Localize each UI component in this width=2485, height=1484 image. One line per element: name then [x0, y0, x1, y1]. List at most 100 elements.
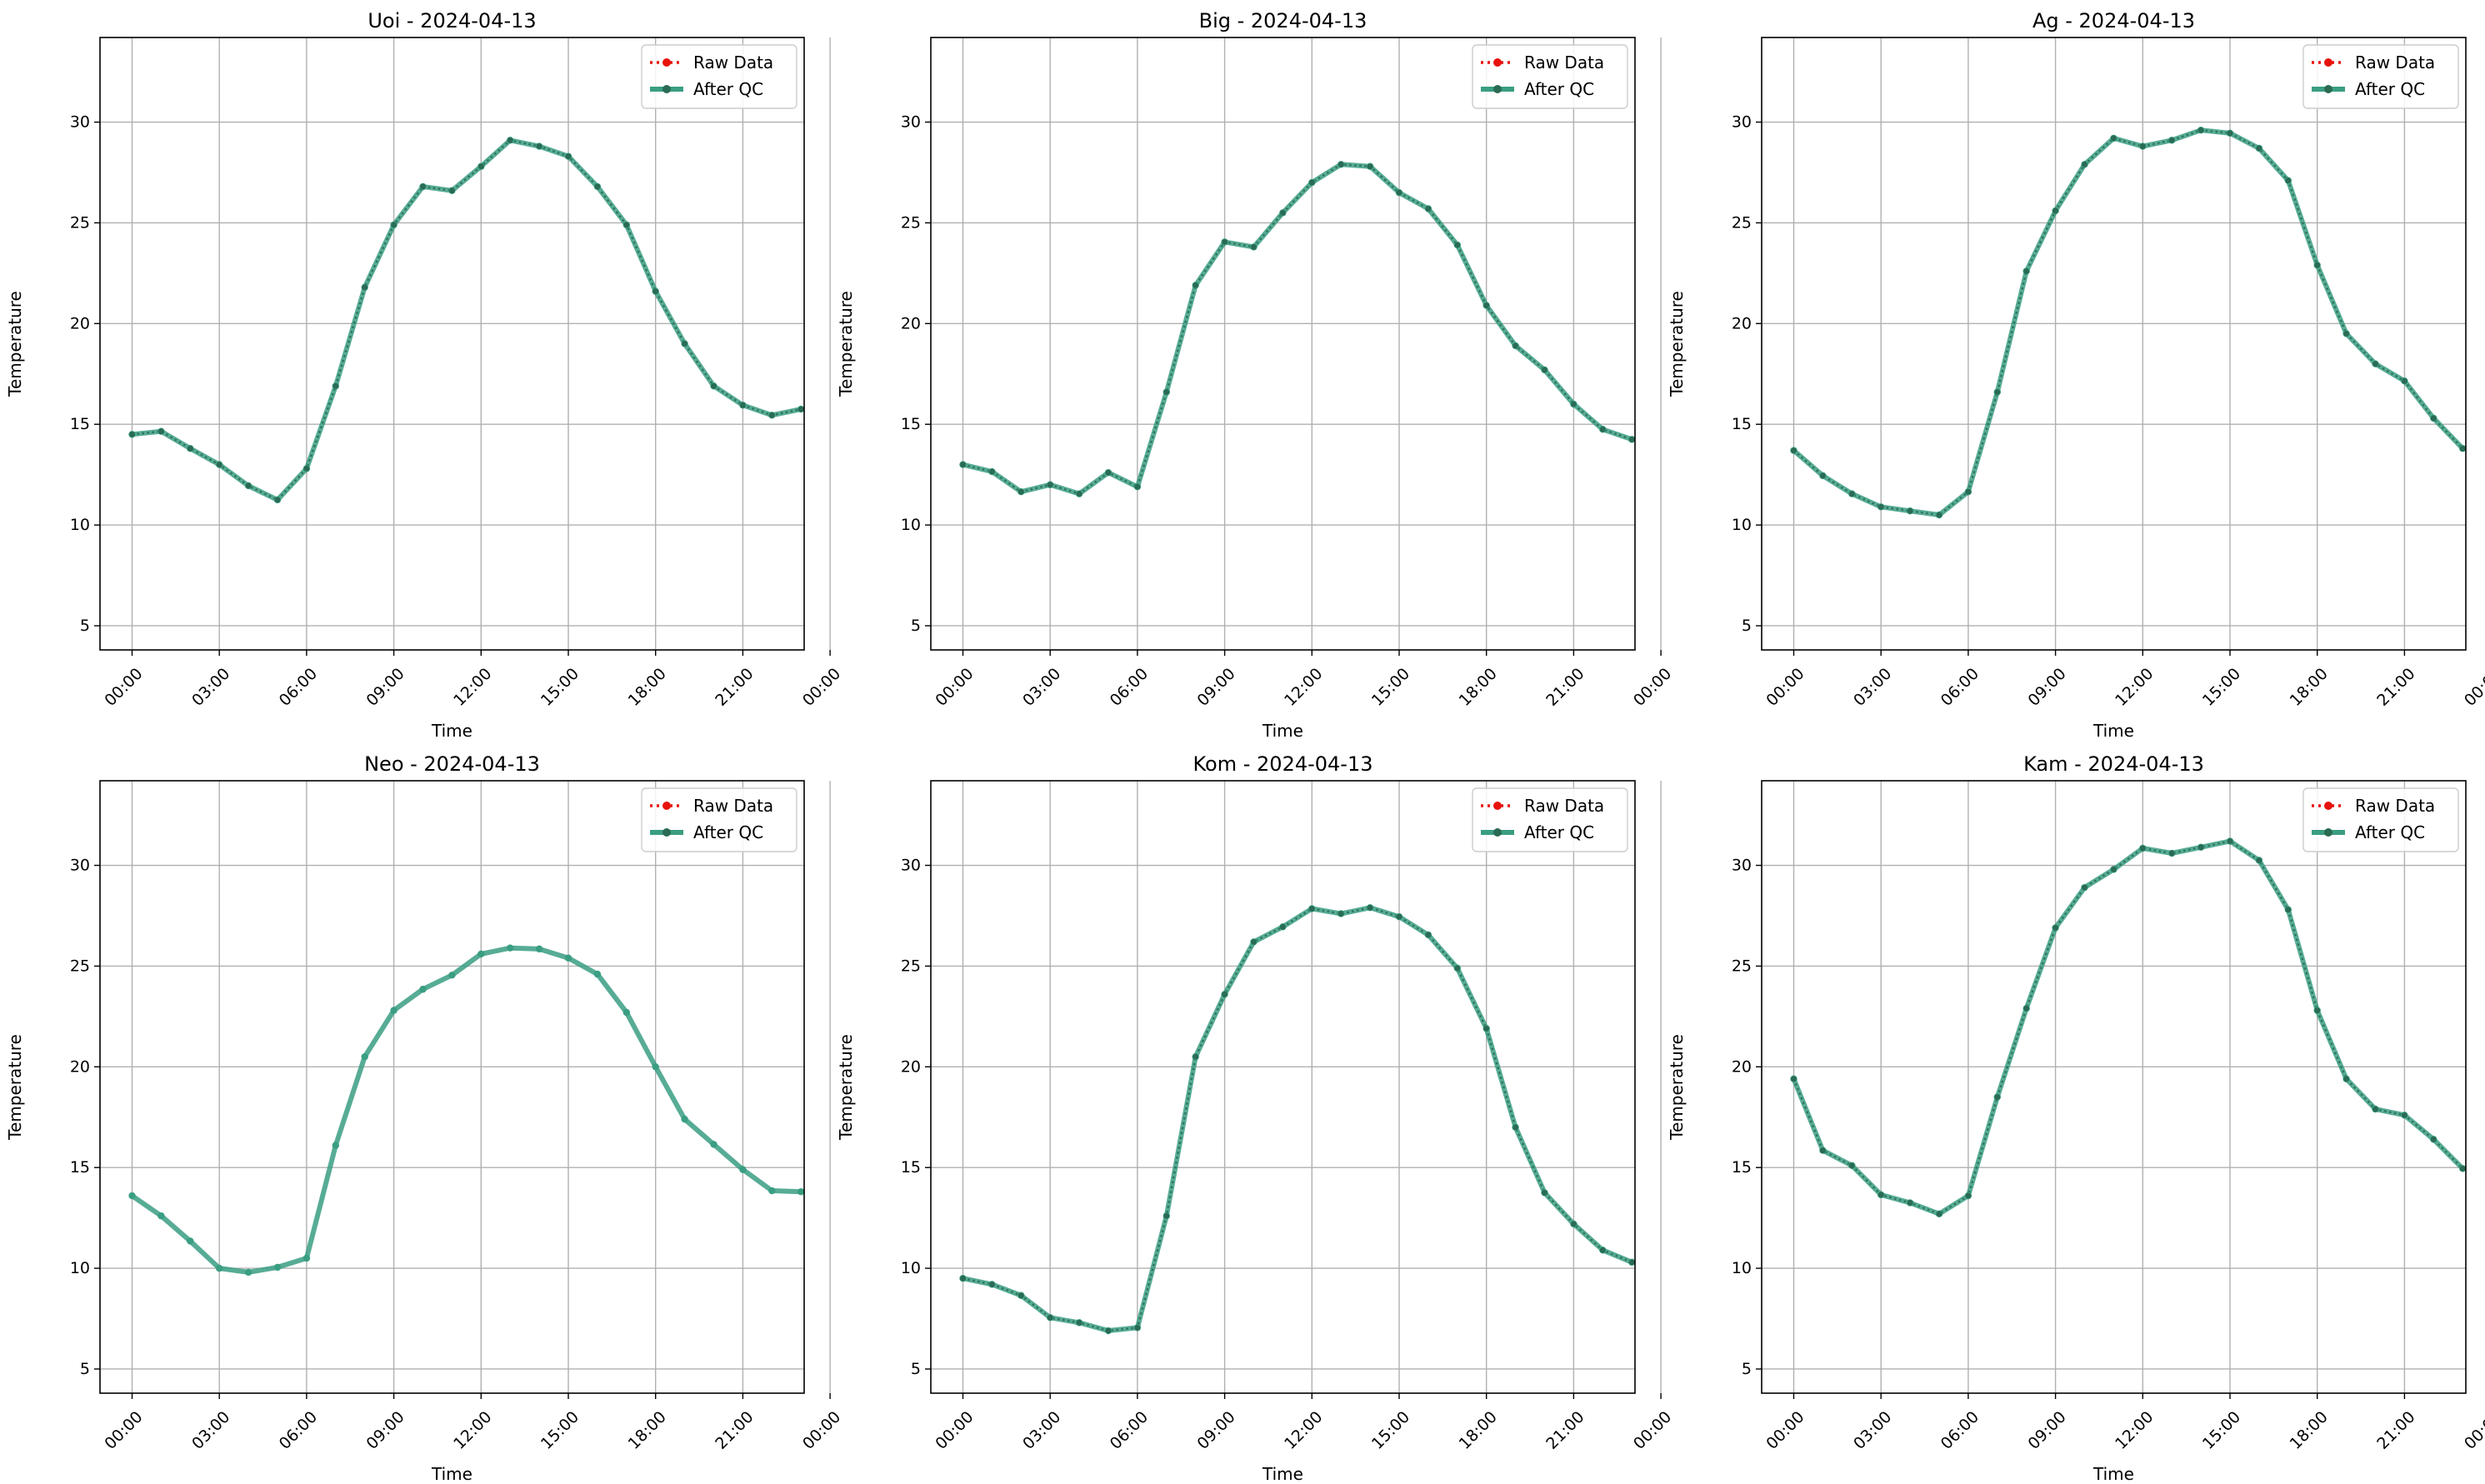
raw-data-point — [2082, 884, 2088, 891]
raw-data-point — [2111, 135, 2117, 142]
raw-data-point — [1163, 1212, 1170, 1219]
x-axis-label: Time — [2092, 721, 2134, 741]
legend-raw-data-label: Raw Data — [1524, 796, 1604, 816]
after-qc-point — [798, 1188, 805, 1196]
raw-data-point — [989, 468, 995, 475]
raw-data-point — [478, 163, 484, 170]
raw-data-point — [1878, 1192, 1884, 1198]
raw-data-point — [2227, 838, 2233, 844]
legend-box — [1472, 787, 1628, 852]
after-qc-point — [302, 1254, 311, 1262]
x-axis-label: Time — [1262, 1464, 1303, 1484]
subplot-2: 00:00 03:00 06:00 09:00 12:00 15:00 18:00 21:00… — [836, 9, 1675, 741]
raw-data-point — [740, 402, 746, 408]
y-tick-label: 30 — [901, 113, 921, 132]
axes-frame — [930, 780, 1636, 1394]
raw-data-point — [1134, 1325, 1141, 1331]
raw-data-point — [1571, 1221, 1577, 1227]
y-tick-label: 10 — [70, 516, 90, 534]
plot-area — [931, 37, 1635, 650]
raw-data-point — [1105, 469, 1112, 476]
after-qc-point — [216, 1264, 223, 1272]
after-qc-point — [419, 986, 427, 993]
legend: Raw Data After QC — [641, 787, 798, 852]
raw-data-point — [129, 431, 135, 437]
y-tick-label: 10 — [1732, 516, 1752, 534]
grid — [1762, 781, 2466, 1393]
y-axis-label: Temperature — [836, 1034, 856, 1141]
after-qc-point — [158, 1212, 165, 1220]
legend-box — [2302, 787, 2459, 852]
y-tick-label: 15 — [901, 415, 921, 433]
series-raw-data-line — [132, 139, 802, 502]
x-axis-label: Time — [2092, 1464, 2134, 1484]
legend-raw-data-marker — [1493, 58, 1502, 67]
legend-after-qc-marker — [2324, 828, 2332, 837]
subplot-title: Uoi - 2024-04-13 — [368, 9, 536, 32]
raw-data-point — [1599, 426, 1606, 432]
raw-data-point — [2285, 907, 2292, 913]
subplot-title: Big - 2024-04-13 — [1199, 9, 1368, 32]
grid — [931, 37, 1662, 650]
raw-data-point — [1018, 488, 1024, 495]
raw-data-point — [1308, 179, 1315, 186]
x-axis-label: Time — [1262, 721, 1303, 741]
raw-data-point — [332, 382, 339, 389]
legend-after-qc-marker — [662, 828, 671, 837]
raw-data-point — [594, 183, 601, 190]
raw-data-point — [1396, 189, 1402, 196]
grid — [931, 781, 1662, 1393]
legend-box — [641, 44, 798, 109]
raw-data-point — [1848, 491, 1855, 497]
raw-data-point — [1396, 913, 1402, 920]
legend-raw-data-marker — [2324, 802, 2332, 810]
raw-data-point — [2372, 1106, 2378, 1112]
raw-data-point — [420, 183, 426, 190]
after-qc-point — [128, 1192, 136, 1200]
legend: Raw Data After QC — [2302, 44, 2459, 109]
grid — [100, 37, 831, 650]
y-tick-label: 15 — [901, 1158, 921, 1177]
raw-data-point — [1308, 906, 1315, 912]
raw-data-point — [1454, 965, 1461, 972]
y-tick-label: 25 — [1732, 213, 1752, 232]
raw-data-point — [2198, 127, 2204, 133]
legend: Raw Data After QC — [2302, 787, 2459, 852]
raw-data-point — [2372, 361, 2378, 367]
subplot-title: Kom - 2024-04-13 — [1193, 752, 1373, 776]
raw-data-point — [2430, 1136, 2437, 1142]
subplot-title: Kam - 2024-04-13 — [2023, 752, 2204, 776]
y-tick-label: 30 — [70, 113, 90, 132]
grid — [100, 781, 831, 1393]
y-tick-label: 10 — [901, 1259, 921, 1277]
legend-raw-data-label: Raw Data — [693, 796, 773, 816]
y-tick-label: 30 — [1732, 113, 1752, 132]
raw-data-point — [2168, 137, 2175, 143]
raw-data-point — [652, 288, 659, 295]
raw-data-point — [2111, 866, 2117, 872]
raw-data-point — [1907, 507, 1913, 514]
raw-data-point — [187, 445, 193, 452]
raw-data-point — [1367, 163, 1373, 170]
raw-data-point — [536, 143, 542, 149]
legend-after-qc-marker — [2324, 85, 2332, 93]
subplot-6: 00:00 03:00 06:00 09:00 12:00 15:00 18:00 21:00… — [1667, 752, 2485, 1484]
raw-data-point — [711, 382, 717, 389]
raw-data-point — [1076, 1319, 1082, 1326]
y-tick-label: 5 — [80, 1360, 90, 1378]
after-qc-point — [390, 1007, 398, 1014]
raw-data-point — [1076, 491, 1082, 497]
y-tick-label: 30 — [901, 857, 921, 875]
plot-area — [1762, 37, 2466, 650]
raw-data-point — [1571, 401, 1577, 407]
raw-data-point — [1018, 1292, 1024, 1299]
y-tick-label: 5 — [911, 617, 921, 635]
plot-area — [100, 37, 804, 650]
raw-data-point — [1628, 436, 1635, 442]
raw-data-point — [1820, 472, 1826, 479]
raw-data-point — [2198, 844, 2204, 851]
raw-data-point — [2023, 268, 2030, 274]
raw-data-point — [1965, 488, 1972, 495]
axes-frame — [99, 780, 805, 1394]
